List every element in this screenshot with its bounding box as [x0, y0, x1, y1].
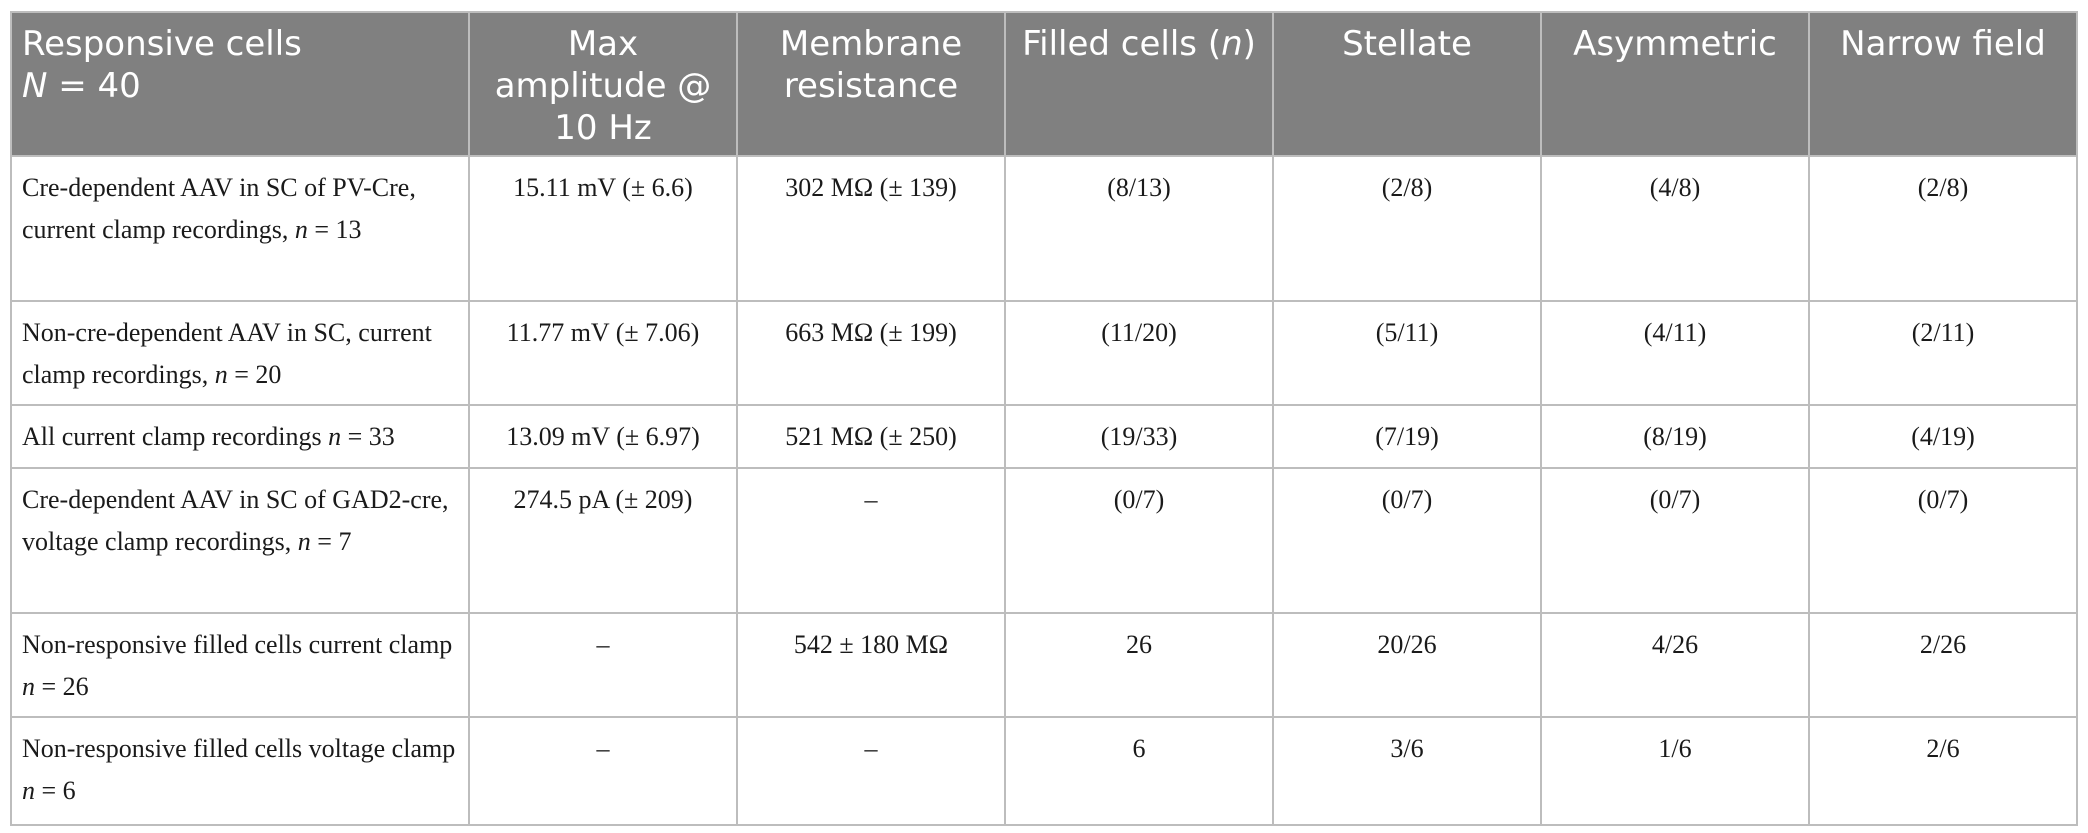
- header-row: Responsive cells N = 40 Max amplitude @ 1…: [10, 11, 2078, 157]
- table-row: All current clamp recordings n = 33 13.0…: [10, 404, 2078, 469]
- row-label: Non-responsive filled cells current clam…: [10, 612, 470, 718]
- table-row: Non-responsive filled cells current clam…: [10, 612, 2078, 718]
- cell-narrow-field: 2/6: [1808, 716, 2078, 826]
- cell-max-amplitude: –: [468, 716, 738, 826]
- row-label-count: = 6: [35, 776, 76, 805]
- row-label-n: n: [297, 527, 311, 556]
- cell-narrow-field: (0/7): [1808, 467, 2078, 614]
- row-label-count: = 33: [341, 422, 395, 451]
- row-label-n: n: [22, 776, 35, 805]
- row-label-count: = 13: [307, 215, 362, 244]
- cell-asymmetric: (4/8): [1540, 155, 1810, 302]
- row-label-text: All current clamp recordings: [22, 422, 329, 451]
- row-label-count: = 20: [227, 360, 282, 389]
- cell-membrane-resistance: –: [736, 467, 1006, 614]
- table-row: Non-cre-dependent AAV in SC, current cla…: [10, 300, 2078, 406]
- cell-membrane-resistance: 663 MΩ (± 199): [736, 300, 1006, 406]
- cell-filled-cells: (19/33): [1004, 404, 1274, 469]
- header-filled-cells: Filled cells (n): [1004, 11, 1274, 157]
- data-table: Responsive cells N = 40 Max amplitude @ 1…: [10, 11, 2078, 826]
- cell-asymmetric: 4/26: [1540, 612, 1810, 718]
- header-narrow-field: Narrow field: [1808, 11, 2078, 157]
- row-label-n: n: [328, 422, 342, 451]
- header-n-symbol: N: [22, 66, 48, 106]
- row-label-text: Cre-dependent AAV in SC of PV-Cre, curre…: [22, 173, 416, 244]
- cell-narrow-field: (2/11): [1808, 300, 2078, 406]
- cell-narrow-field: (4/19): [1808, 404, 2078, 469]
- cell-stellate: (7/19): [1272, 404, 1542, 469]
- cell-asymmetric: 1/6: [1540, 716, 1810, 826]
- cell-stellate: (0/7): [1272, 467, 1542, 614]
- table-body: Cre-dependent AAV in SC of PV-Cre, curre…: [10, 155, 2078, 826]
- header-label-end: ): [1242, 24, 1256, 64]
- row-label-n: n: [214, 360, 228, 389]
- row-label: Cre-dependent AAV in SC of GAD2-cre, vol…: [10, 467, 470, 614]
- cell-max-amplitude: 274.5 pA (± 209): [468, 467, 738, 614]
- header-membrane-resistance: Membrane resistance: [736, 11, 1006, 157]
- cell-stellate: (5/11): [1272, 300, 1542, 406]
- row-label-text: Non-responsive filled cells voltage clam…: [22, 734, 456, 763]
- cell-asymmetric: (0/7): [1540, 467, 1810, 614]
- cell-asymmetric: (4/11): [1540, 300, 1810, 406]
- header-stellate: Stellate: [1272, 11, 1542, 157]
- header-label: Filled cells (: [1022, 24, 1222, 64]
- cell-membrane-resistance: 302 MΩ (± 139): [736, 155, 1006, 302]
- cell-membrane-resistance: 542 ± 180 MΩ: [736, 612, 1006, 718]
- row-label-text: Cre-dependent AAV in SC of GAD2-cre, vol…: [22, 485, 449, 556]
- cell-narrow-field: (2/8): [1808, 155, 2078, 302]
- cell-filled-cells: (11/20): [1004, 300, 1274, 406]
- cell-membrane-resistance: 521 MΩ (± 250): [736, 404, 1006, 469]
- row-label: All current clamp recordings n = 33: [10, 404, 470, 469]
- header-responsive-cells: Responsive cells N = 40: [10, 11, 470, 157]
- table-row: Non-responsive filled cells voltage clam…: [10, 716, 2078, 826]
- cell-stellate: (2/8): [1272, 155, 1542, 302]
- row-label: Cre-dependent AAV in SC of PV-Cre, curre…: [10, 155, 470, 302]
- row-label-n: n: [22, 672, 35, 701]
- row-label-n: n: [294, 215, 308, 244]
- table-row: Cre-dependent AAV in SC of GAD2-cre, vol…: [10, 467, 2078, 614]
- cell-stellate: 20/26: [1272, 612, 1542, 718]
- row-label-count: = 7: [310, 527, 352, 556]
- cell-membrane-resistance: –: [736, 716, 1006, 826]
- cell-max-amplitude: 15.11 mV (± 6.6): [468, 155, 738, 302]
- header-n-value: = 40: [47, 66, 141, 106]
- cell-filled-cells: (8/13): [1004, 155, 1274, 302]
- cell-filled-cells: 6: [1004, 716, 1274, 826]
- cell-asymmetric: (8/19): [1540, 404, 1810, 469]
- header-label: Responsive cells: [22, 24, 302, 64]
- cell-max-amplitude: 11.77 mV (± 7.06): [468, 300, 738, 406]
- cell-filled-cells: 26: [1004, 612, 1274, 718]
- cell-max-amplitude: –: [468, 612, 738, 718]
- cell-narrow-field: 2/26: [1808, 612, 2078, 718]
- row-label: Non-cre-dependent AAV in SC, current cla…: [10, 300, 470, 406]
- cell-max-amplitude: 13.09 mV (± 6.97): [468, 404, 738, 469]
- row-label: Non-responsive filled cells voltage clam…: [10, 716, 470, 826]
- table-header: Responsive cells N = 40 Max amplitude @ 1…: [10, 11, 2078, 157]
- header-n-symbol: n: [1221, 24, 1243, 64]
- cell-filled-cells: (0/7): [1004, 467, 1274, 614]
- row-label-text: Non-responsive filled cells current clam…: [22, 630, 453, 659]
- header-asymmetric: Asymmetric: [1540, 11, 1810, 157]
- row-label-text: Non-cre-dependent AAV in SC, current cla…: [22, 318, 432, 389]
- row-label-count: = 26: [35, 672, 89, 701]
- cell-stellate: 3/6: [1272, 716, 1542, 826]
- header-max-amplitude: Max amplitude @ 10 Hz: [468, 11, 738, 157]
- table-row: Cre-dependent AAV in SC of PV-Cre, curre…: [10, 155, 2078, 302]
